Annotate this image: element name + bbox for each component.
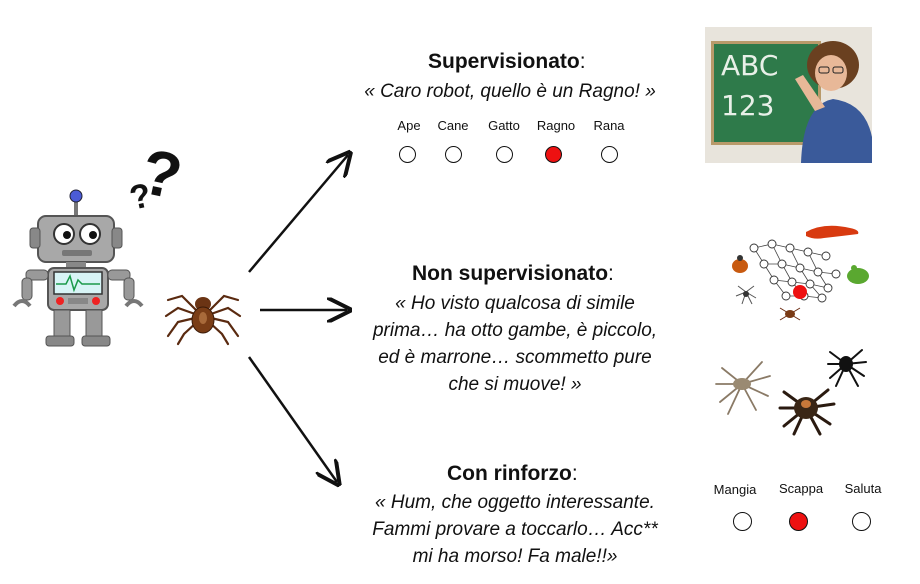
radio-cane[interactable] (445, 146, 462, 163)
arrow-up (248, 155, 348, 273)
chalkboard-text-123: 123 (721, 89, 775, 122)
teacher-chalkboard-photo: ABC 123 (705, 27, 872, 163)
unsupervised-quote-line-2: prima… ha otto gambe, è piccolo, (372, 320, 658, 341)
unsupervised-quote-line-4: che si muove! » (448, 374, 582, 395)
radio-scappa-selected[interactable] (789, 512, 808, 531)
cluster-network-illustration (724, 218, 874, 328)
spider-icon (162, 282, 244, 346)
radio-ragno-selected[interactable] (545, 146, 562, 163)
supervised-quote: « Caro robot, quello è un Ragno! » (364, 81, 656, 102)
unsupervised-quote: « Ho visto qualcosa di simile prima… ha … (340, 290, 690, 398)
option-label-cane: Cane (437, 118, 469, 133)
unsupervised-title: Non supervisionato: (412, 262, 614, 285)
reinforcement-title: Con rinforzo: (447, 462, 578, 485)
option-label-gatto: Gatto (488, 118, 520, 133)
reinforcement-quote: « Hum, che oggetto interessante. Fammi p… (340, 489, 690, 570)
option-label-scappa: Scappa (778, 481, 824, 496)
reinforcement-quote-line-3: mi ha morso! Fa male!!» (412, 546, 618, 567)
unsupervised-quote-line-3: ed è marrone… scommetto pure (378, 347, 652, 368)
reinforcement-quote-line-2: Fammi provare a toccarlo… Acc** (372, 519, 658, 540)
chalkboard (711, 41, 821, 145)
option-label-ragno: Ragno (536, 118, 576, 133)
option-label-ape: Ape (397, 118, 421, 133)
option-label-mangia: Mangia (713, 482, 757, 497)
radio-rana[interactable] (601, 146, 618, 163)
radio-gatto[interactable] (496, 146, 513, 163)
robot-illustration (8, 188, 148, 350)
radio-mangia[interactable] (733, 512, 752, 531)
option-label-rana: Rana (593, 118, 625, 133)
unsupervised-quote-line-1: « Ho visto qualcosa di simile (395, 293, 635, 314)
chalkboard-text-abc: ABC (721, 49, 779, 82)
arrow-down (247, 356, 337, 482)
spiders-photo (712, 344, 872, 436)
supervised-title: Supervisionato: (428, 50, 586, 73)
radio-ape[interactable] (399, 146, 416, 163)
radio-saluta[interactable] (852, 512, 871, 531)
option-label-saluta: Saluta (844, 481, 882, 496)
reinforcement-quote-line-1: « Hum, che oggetto interessante. (375, 492, 655, 513)
